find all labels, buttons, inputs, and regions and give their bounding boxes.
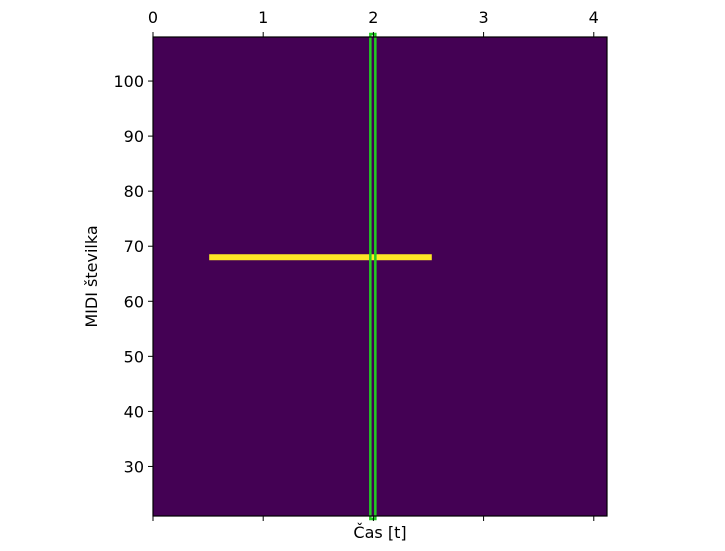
x-tick-label: 2 <box>368 8 378 27</box>
note-bar <box>209 254 432 261</box>
y-axis-label: MIDI številka <box>82 225 101 327</box>
notes-layer <box>209 254 432 261</box>
y-tick-label: 100 <box>113 72 144 91</box>
x-ticks-bottom <box>152 516 595 521</box>
y-tick-label: 30 <box>124 457 144 476</box>
plot-frame <box>152 36 608 517</box>
y-tick-label: 50 <box>124 347 144 366</box>
x-tick-label: 1 <box>258 8 268 27</box>
y-ticks: 30 40 50 60 70 80 90 100 <box>113 72 153 476</box>
playback-cursor <box>369 32 377 521</box>
x-tick-label: 4 <box>589 8 599 27</box>
x-tick-label: 3 <box>478 8 488 27</box>
y-tick-label: 90 <box>124 127 144 146</box>
y-tick-label: 60 <box>124 292 144 311</box>
plot-background <box>153 37 607 516</box>
x-ticks-top: 0 1 2 3 4 <box>148 8 599 37</box>
x-axis-label: Čas [t] <box>353 523 406 542</box>
cursor-layer <box>369 32 377 521</box>
y-tick-label: 70 <box>124 237 144 256</box>
y-tick-label: 40 <box>124 402 144 421</box>
x-tick-label: 0 <box>148 8 158 27</box>
y-tick-label: 80 <box>124 182 144 201</box>
